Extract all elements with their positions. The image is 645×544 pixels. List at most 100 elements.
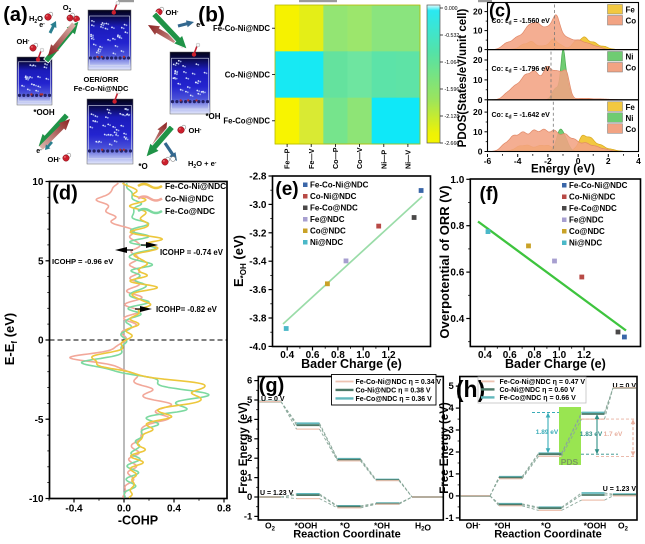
svg-text:OH-: OH- (466, 521, 481, 531)
svg-text:-3.6: -3.6 (249, 285, 267, 296)
svg-text:*OOH: *OOH (584, 521, 607, 531)
svg-text:(b): (b) (198, 4, 225, 27)
svg-text:Co-Ni@NDC: Co-Ni@NDC (165, 194, 214, 204)
svg-text:Co—P: Co—P (331, 147, 340, 169)
svg-text:-3.8: -3.8 (249, 314, 267, 325)
svg-text:Co: εd = -1.560 eV: Co: εd = -1.560 eV (492, 18, 551, 27)
svg-text:OH-: OH- (166, 8, 179, 17)
svg-text:10: 10 (473, 75, 483, 85)
svg-text:0.000: 0.000 (445, 6, 458, 12)
svg-text:*O: *O (340, 521, 350, 531)
svg-text:-1.596: -1.596 (445, 87, 460, 93)
svg-text:Fe@NDC: Fe@NDC (569, 216, 604, 225)
svg-text:0.4: 0.4 (450, 314, 464, 325)
svg-text:(f): (f) (480, 184, 499, 205)
svg-text:-0.532: -0.532 (445, 33, 460, 39)
svg-text:1.89 eV: 1.89 eV (536, 429, 559, 436)
svg-text:Co: Co (626, 125, 637, 134)
svg-text:1.2: 1.2 (577, 350, 591, 361)
svg-text:(a): (a) (3, 4, 27, 26)
svg-text:0.6: 0.6 (306, 350, 320, 361)
svg-text:Bader Charge (e): Bader Charge (e) (505, 357, 606, 371)
svg-text:Fe-Co@NDC: Fe-Co@NDC (165, 206, 215, 216)
svg-text:-1.064: -1.064 (445, 60, 460, 66)
svg-text:O2: O2 (265, 521, 276, 533)
svg-text:0.8: 0.8 (450, 221, 464, 232)
svg-text:20: 20 (473, 107, 483, 117)
svg-text:*OOH: *OOH (33, 108, 55, 117)
svg-text:ICOHP= -0.82 eV: ICOHP= -0.82 eV (156, 305, 218, 314)
svg-text:1.2: 1.2 (382, 350, 396, 361)
svg-text:Fe-Co@NDC: Fe-Co@NDC (223, 117, 270, 126)
svg-text:ICOHP = -0.96 eV: ICOHP = -0.96 eV (52, 257, 114, 266)
svg-text:Co: εd = -1.642 eV: Co: εd = -1.642 eV (492, 112, 551, 121)
svg-text:-3.4: -3.4 (249, 257, 267, 268)
svg-text:(c): (c) (489, 1, 511, 21)
svg-text:-3.0: -3.0 (249, 200, 267, 211)
svg-text:3: 3 (449, 425, 454, 436)
svg-text:PDS: PDS (561, 457, 579, 467)
svg-text:0.6: 0.6 (503, 350, 517, 361)
svg-text:-3.2: -3.2 (249, 228, 267, 239)
svg-text:0.8: 0.8 (331, 350, 345, 361)
svg-text:Ni—V: Ni—V (403, 150, 412, 169)
svg-text:Fe-Co-Ni@NDC η = 0.47 V: Fe-Co-Ni@NDC η = 0.47 V (500, 379, 586, 386)
svg-text:U = 0 V: U = 0 V (261, 396, 285, 403)
svg-text:(e): (e) (275, 179, 298, 200)
svg-text:Fe-Co@NDC: Fe-Co@NDC (310, 204, 358, 213)
svg-text:Co-Ni@NDC: Co-Ni@NDC (569, 193, 616, 202)
svg-text:1: 1 (449, 469, 455, 480)
svg-text:4: 4 (449, 403, 455, 414)
svg-text:Fe-Co@NDC η = 0.66 V: Fe-Co@NDC η = 0.66 V (500, 395, 577, 402)
svg-text:Fe-Co-Ni@NDC: Fe-Co-Ni@NDC (74, 84, 129, 93)
svg-text:-2.128: -2.128 (445, 114, 460, 120)
svg-text:Co-Ni@NDC: Co-Ni@NDC (310, 192, 357, 201)
svg-text:6: 6 (247, 376, 252, 387)
svg-text:20: 20 (473, 7, 483, 17)
svg-text:4: 4 (636, 156, 641, 166)
svg-text:0.0: 0.0 (117, 504, 131, 515)
svg-text:OER/ORR: OER/ORR (83, 75, 119, 84)
svg-text:0: 0 (478, 45, 483, 55)
svg-text:Co—V: Co—V (355, 147, 364, 169)
svg-text:*O: *O (541, 521, 551, 531)
svg-text:PDOS(States/eV/unit cell): PDOS(States/eV/unit cell) (457, 8, 469, 147)
svg-text:O2: O2 (63, 3, 72, 14)
svg-text:Fe: Fe (626, 6, 636, 15)
svg-text:*OH: *OH (374, 521, 390, 531)
svg-text:(d): (d) (52, 183, 78, 205)
svg-text:Reaction Coordinate: Reaction Coordinate (494, 529, 602, 541)
svg-text:Fe-Co@NDC η = 0.36 V: Fe-Co@NDC η = 0.36 V (356, 396, 433, 403)
svg-text:0.4: 0.4 (167, 504, 181, 515)
svg-text:Ni—P: Ni—P (379, 150, 388, 169)
svg-text:Ni@NDC: Ni@NDC (310, 238, 343, 247)
svg-text:-2.660: -2.660 (445, 141, 460, 147)
svg-text:*O: *O (138, 162, 147, 171)
svg-text:*OOH: *OOH (295, 521, 318, 531)
svg-text:Co-Ni@NDC: Co-Ni@NDC (225, 70, 271, 79)
svg-text:-2: -2 (544, 156, 552, 166)
svg-text:Co: Co (626, 17, 637, 26)
svg-text:-1: -1 (244, 511, 253, 522)
svg-text:(h): (h) (456, 376, 485, 402)
svg-text:e-: e- (196, 21, 202, 29)
svg-text:U = 0 V: U = 0 V (612, 383, 636, 390)
svg-text:Ni: Ni (626, 53, 634, 62)
svg-text:Energy (eV): Energy (eV) (531, 164, 595, 176)
svg-text:O2: O2 (618, 521, 629, 533)
svg-text:-2.8: -2.8 (249, 172, 267, 183)
svg-text:-10: -10 (29, 494, 44, 505)
svg-text:0.8: 0.8 (528, 350, 542, 361)
svg-text:Ni: Ni (626, 114, 634, 123)
svg-text:2: 2 (247, 453, 252, 464)
svg-text:1.0: 1.0 (552, 350, 566, 361)
svg-text:-6: -6 (484, 156, 492, 166)
svg-text:OH-: OH- (48, 155, 61, 164)
svg-text:Co: Co (626, 64, 637, 73)
svg-text:Free Energy (eV): Free Energy (eV) (439, 402, 451, 494)
svg-text:4: 4 (247, 414, 253, 425)
svg-text:Co-Ni@NDC η = 0.60 V: Co-Ni@NDC η = 0.60 V (500, 387, 575, 394)
svg-text:Fe-Co-Ni@NDC η = 0.34 V: Fe-Co-Ni@NDC η = 0.34 V (356, 379, 442, 386)
svg-text:1: 1 (247, 473, 253, 484)
svg-text:Fe-Co@NDC: Fe-Co@NDC (569, 204, 617, 213)
